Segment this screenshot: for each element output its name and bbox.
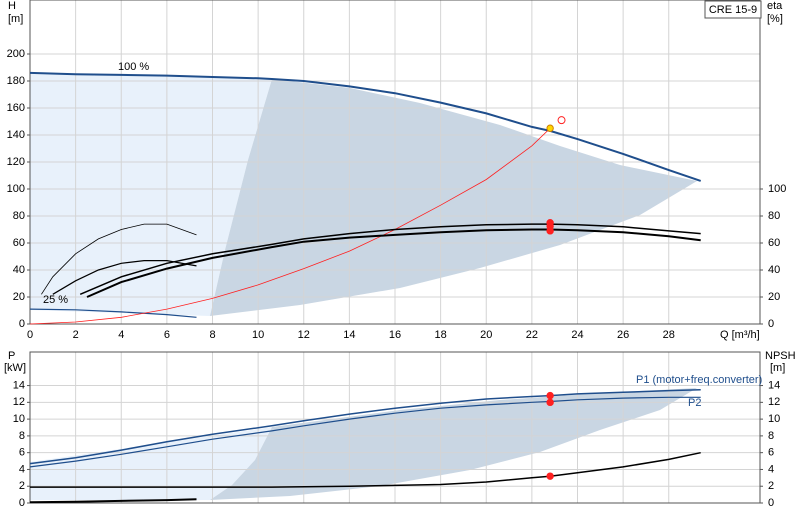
y2-tick-label: 0: [768, 318, 774, 330]
curve: [41, 223, 197, 295]
y2-tick-label: 10: [768, 413, 780, 425]
y2-tick-label: 0: [768, 497, 774, 509]
y-tick-label: 40: [13, 264, 25, 276]
y-tick-label: 180: [7, 75, 25, 87]
curve: [29, 71, 702, 182]
curve: [29, 396, 701, 468]
y-tick-label: 140: [7, 129, 25, 141]
curve-label: P1 (motor+freq.converter): [636, 374, 762, 386]
y-axis-label: P: [8, 350, 15, 362]
x-tick-label: 20: [480, 329, 492, 341]
x-tick-label: 22: [526, 329, 538, 341]
plot-layer: 0 2 4 6 8 10 12 14 16 18 20 22 24 26 28020406080100120…: [7, 0, 786, 509]
operating-point: [546, 398, 554, 407]
x-tick-label: 12: [298, 329, 310, 341]
x-tick-label: 28: [663, 329, 675, 341]
y-tick-label: 2: [19, 480, 25, 492]
y-tick-label: 80: [13, 210, 25, 222]
y2-tick-label: 8: [768, 430, 774, 442]
curve: [29, 389, 701, 465]
y-tick-label: 6: [19, 447, 25, 459]
y-tick-label: 10: [13, 413, 25, 425]
y2-tick-label: 12: [768, 396, 780, 408]
y2-tick-label: 20: [768, 291, 780, 303]
curve: [79, 223, 701, 295]
y-tick-label: 120: [7, 156, 25, 168]
curve-label: P2: [688, 397, 701, 409]
curve: [29, 308, 197, 318]
x-tick-label: 4: [118, 329, 124, 341]
x-tick-label: 8: [209, 329, 215, 341]
x-tick-label: 10: [252, 329, 264, 341]
curve: [52, 260, 197, 295]
y2-axis-unit: [%]: [767, 13, 783, 25]
y-tick-label: 20: [13, 291, 25, 303]
operating-point: [546, 472, 554, 480]
operating-point: [557, 116, 566, 125]
y2-axis-label: NPSH: [765, 350, 796, 362]
x-tick-label: 2: [73, 329, 79, 341]
y-tick-label: 60: [13, 237, 25, 249]
x-axis-label: Q [m³/h]: [720, 329, 760, 341]
x-tick-label: 6: [164, 329, 170, 341]
y-tick-label: 4: [19, 463, 25, 475]
operating-point: [546, 391, 554, 400]
y-axis-unit: [kW]: [4, 362, 26, 374]
y-tick-label: 0: [19, 497, 25, 509]
y2-tick-label: 6: [768, 447, 774, 459]
curve: [29, 498, 197, 504]
x-tick-label: 0: [27, 329, 33, 341]
curve: [30, 451, 701, 488]
y-tick-label: 200: [7, 48, 25, 60]
y-tick-label: 14: [13, 379, 25, 391]
operating-point: [546, 124, 554, 132]
x-tick-label: 14: [343, 329, 355, 341]
y2-tick-label: 40: [768, 264, 780, 276]
model-label: CRE 15-9: [709, 4, 757, 16]
y-axis-unit: [m]: [8, 13, 23, 25]
x-tick-label: 26: [617, 329, 629, 341]
y2-tick-label: 14: [768, 379, 780, 391]
curve: [86, 228, 701, 298]
curve: [29, 128, 551, 325]
model-box: [704, 0, 762, 19]
y-tick-label: 12: [13, 396, 25, 408]
operating-point: [546, 227, 554, 235]
y2-tick-label: 2: [768, 480, 774, 492]
plot-frame: [29, 351, 761, 504]
y2-tick-label: 60: [768, 237, 780, 249]
x-tick-label: 16: [389, 329, 401, 341]
y-tick-label: 8: [19, 430, 25, 442]
y-tick-label: 160: [7, 102, 25, 114]
plot-frame: [29, 0, 761, 325]
curve-annotation: 100 %: [118, 61, 149, 73]
y2-axis-unit: [m]: [770, 362, 785, 374]
y-tick-label: 100: [7, 183, 25, 195]
y2-tick-label: 100: [768, 183, 786, 195]
y-tick-label: 0: [19, 318, 25, 330]
curve-annotation: 25 %: [43, 294, 68, 306]
y-axis-label: H: [8, 0, 16, 12]
y2-axis-label: eta: [767, 0, 783, 12]
y2-tick-label: 80: [768, 210, 780, 222]
x-tick-label: 18: [435, 329, 447, 341]
y2-tick-label: 4: [768, 463, 774, 475]
x-tick-label: 24: [571, 329, 583, 341]
